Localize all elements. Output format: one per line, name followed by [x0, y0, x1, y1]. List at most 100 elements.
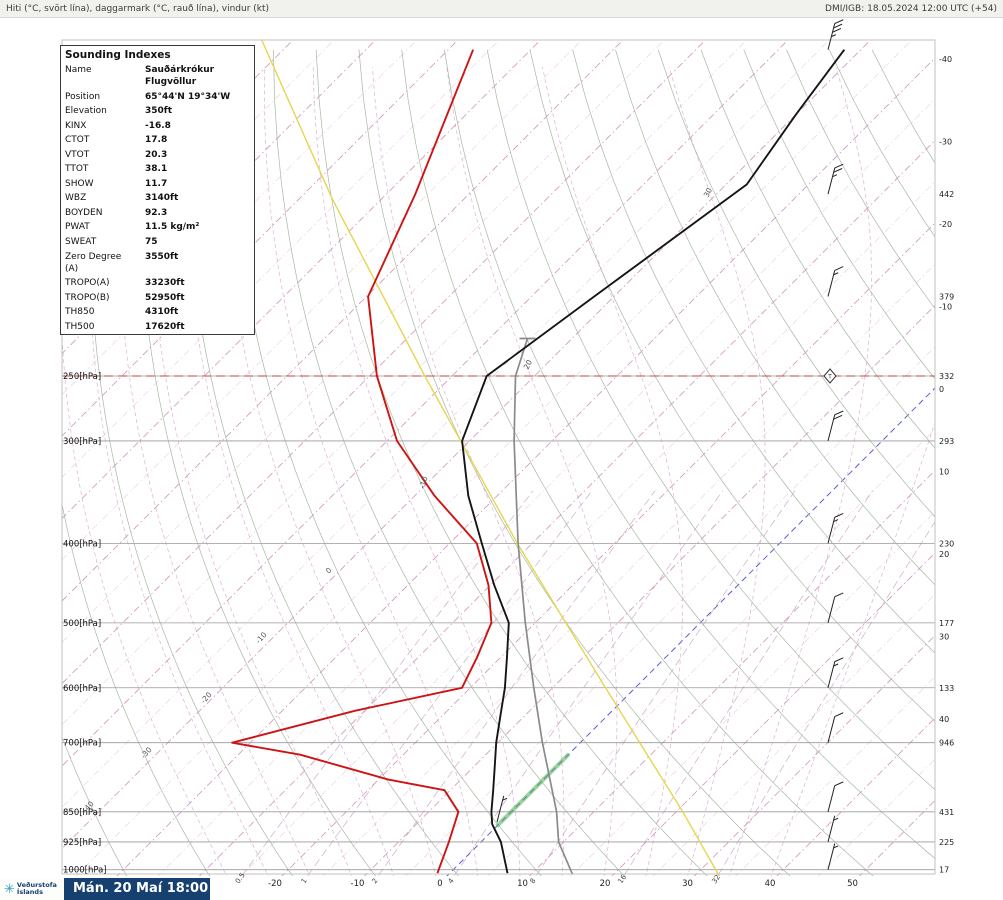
index-row: TH850 4310ft [61, 305, 254, 320]
dry-adiabat-line [572, 49, 935, 654]
standard_atmosphere-curve [513, 338, 574, 875]
right-temp-label: -30 [939, 138, 952, 147]
index-value: 52950ft [145, 292, 185, 303]
index-label: WBZ [65, 193, 87, 204]
bottom-temp-label: 50 [847, 879, 858, 889]
mixing-ratio-line [241, 490, 534, 876]
header-right-run-info: DMI/IGB: 18.05.2024 12:00 UTC (+54) [825, 3, 997, 14]
surface-wind-barb [496, 795, 508, 823]
mixing-ratio-label: 1 [300, 877, 309, 885]
right-height-label: 230 [939, 539, 954, 548]
right-temp-label: -40 [939, 55, 952, 64]
index-value: 33230ft [145, 278, 185, 289]
isotherm-line [62, 40, 500, 478]
isotherm-line [62, 40, 871, 850]
isotherm-line [62, 40, 830, 808]
dry-adiabat-line [62, 736, 128, 876]
dry-adiabat-line [786, 49, 935, 310]
index-row: SWEAT 75 [61, 235, 254, 250]
index-label: TH850 [65, 307, 95, 318]
barb-feather [834, 512, 844, 518]
barb-feather [834, 19, 844, 25]
barb-staff [827, 843, 836, 870]
moist-adiabat-line [446, 67, 618, 876]
dry-adiabat-line [529, 49, 935, 722]
barb-half-feather [831, 34, 837, 38]
index-label: SHOW [65, 178, 94, 189]
sounding-indexes-table: Name Sauðárkrókur Flugvöllur Position 65°44… [61, 63, 254, 334]
wind-barb [827, 712, 844, 743]
dewpoint-curve [231, 49, 493, 874]
isotherm-line [116, 57, 935, 876]
moist-adiabat-line [264, 67, 479, 876]
moist-adiabat-line [729, 67, 872, 876]
tropopause-marker-icon [823, 368, 837, 384]
isotherm-line [62, 40, 417, 396]
isotherm-line [693, 634, 935, 876]
right-temp-label: 30 [939, 633, 949, 642]
wind-barb [827, 19, 844, 50]
dry-adiabat-line [401, 49, 874, 876]
pressure-axis-label: 400[hPa] [63, 539, 101, 549]
mixing-ratio-label: 32 [710, 873, 722, 885]
index-label: Zero Degree (A) [65, 251, 122, 274]
barb-feather [833, 414, 843, 420]
right-height-label: 293 [939, 437, 954, 446]
logo-line1: Veðurstofa [16, 880, 57, 889]
barb-half-feather [833, 272, 839, 276]
index-row: SHOW 11.7 [61, 177, 254, 192]
index-row: Name Sauðárkrókur Flugvöllur [61, 63, 254, 90]
isotherm-line [198, 139, 935, 876]
right-height-label: 17 [939, 866, 949, 875]
dry-adiabat-line [444, 49, 935, 859]
isotherm-line [62, 40, 541, 520]
index-label: TROPO(A) [65, 278, 110, 289]
isotherm-line [62, 40, 665, 643]
index-value: Sauðárkrókur Flugvöllur [145, 65, 215, 88]
right-temp-label: 0 [939, 385, 944, 394]
inline-isoline-label: -20 [199, 690, 214, 705]
index-row: KINX -16.8 [61, 119, 254, 134]
index-row: CTOT 17.8 [61, 133, 254, 148]
index-value: 3140ft [145, 193, 179, 204]
mixing-ratio-label: 8 [528, 877, 537, 885]
isotherm-line [62, 40, 789, 767]
index-row: Elevation 350ft [61, 104, 254, 119]
vedurstofa-logo-text: Veðurstofa Íslands [16, 880, 57, 897]
index-label: VTOT [65, 149, 90, 160]
inline-isoline-label: 30 [702, 186, 714, 199]
mixing-ratio-line [377, 490, 656, 876]
index-row: WBZ 3140ft [61, 191, 254, 206]
isotherm-line [157, 98, 935, 876]
index-label: PWAT [65, 222, 90, 233]
barb-half-feather [833, 663, 839, 667]
moist-adiabat-line [62, 67, 228, 876]
bottom-temp-label: -20 [268, 879, 282, 889]
mixing-ratio-line [453, 490, 723, 876]
inline-isoline-label: 20 [522, 358, 534, 371]
sounding-indexes-panel: Sounding Indexes Name Sauðárkrókur Flugvö… [60, 45, 255, 336]
barb-half-feather [833, 519, 839, 523]
index-label: Position [65, 91, 101, 102]
pressure-axis-label: 925[hPa] [63, 838, 101, 848]
moist-adiabat-line [150, 67, 352, 876]
isotherm-line [776, 717, 935, 876]
dry-adiabat-line [273, 49, 625, 876]
barb-half-feather [833, 845, 839, 849]
wind-barb [827, 843, 839, 870]
dry-adiabat-line [229, 49, 542, 876]
index-value: 65°44'N 19°34'W [145, 91, 231, 102]
barb-staff [827, 815, 836, 843]
inline-isoline-label: 0 [324, 566, 334, 576]
index-row: PWAT 11.5 kg/m² [61, 220, 254, 235]
barb-half-feather [833, 817, 839, 821]
bottom-temp-label: -10 [351, 879, 365, 889]
isotherm-line [62, 40, 582, 561]
right-temp-label: -20 [939, 220, 952, 229]
right-height-label: 133 [939, 684, 954, 693]
wind-barb [827, 163, 844, 195]
barb-feather [834, 592, 844, 598]
index-label: TH500 [65, 321, 95, 332]
bottom-temp-label: 40 [765, 879, 776, 889]
dry-adiabat-line [700, 49, 935, 449]
